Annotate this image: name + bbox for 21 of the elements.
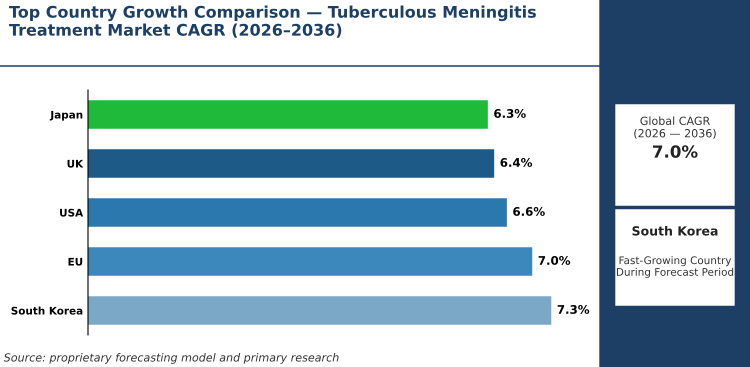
y-tick-label: UK (68, 160, 84, 168)
text: Global CAGR (2026 — 2036) (634, 116, 716, 139)
y-tick-label: EU (68, 258, 82, 266)
bar (88, 247, 532, 276)
text: 7.0% (653, 145, 698, 158)
bar (88, 296, 552, 325)
text: Fast-Growing Country During Forecast Period (616, 256, 734, 278)
data-label: 6.4% (500, 158, 532, 167)
bar (88, 198, 507, 227)
source-note: Source: proprietary forecasting model and primary research (4, 353, 339, 364)
y-tick-label: Japan (50, 110, 82, 121)
data-label: 6.3% (494, 108, 526, 118)
data-label: 6.6% (513, 206, 545, 216)
bar (88, 149, 494, 178)
y-tick-label: South Korea (12, 306, 82, 315)
y-tick-label: USA (60, 208, 84, 217)
data-label: 7.0% (538, 256, 570, 265)
chart-title: Top Country Growth Comparison — Tuberculous Meningitis Treatment Market CAGR (2026–2036) (9, 6, 536, 38)
bar (88, 100, 488, 129)
data-label: 7.3% (558, 304, 590, 314)
text: South Korea (632, 226, 718, 236)
